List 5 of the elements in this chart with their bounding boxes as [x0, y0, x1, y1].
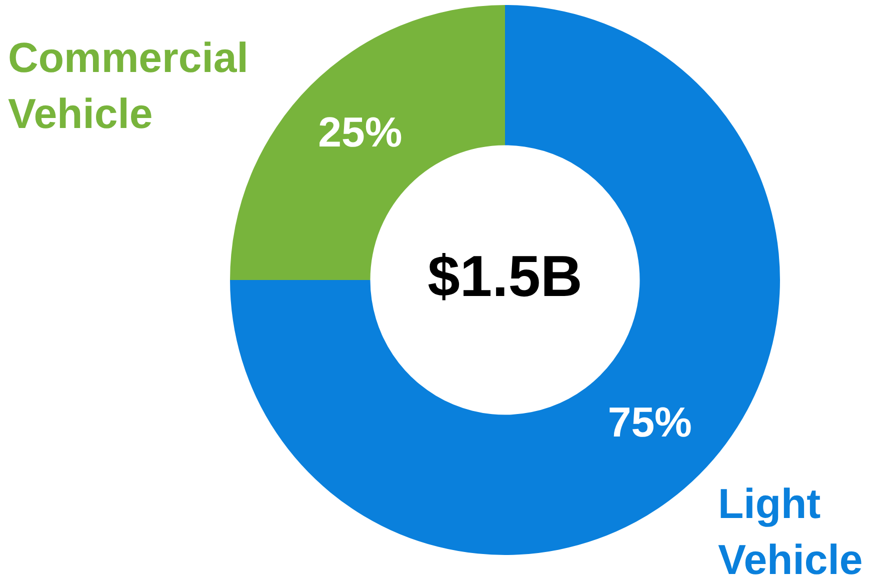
slice-label: Light Vehicle	[718, 480, 863, 580]
text: $1.5B	[428, 244, 582, 309]
data-label: 25%	[318, 108, 402, 156]
slice-label: Commercial Vehicle	[8, 34, 248, 137]
data-label: 75%	[608, 398, 692, 446]
